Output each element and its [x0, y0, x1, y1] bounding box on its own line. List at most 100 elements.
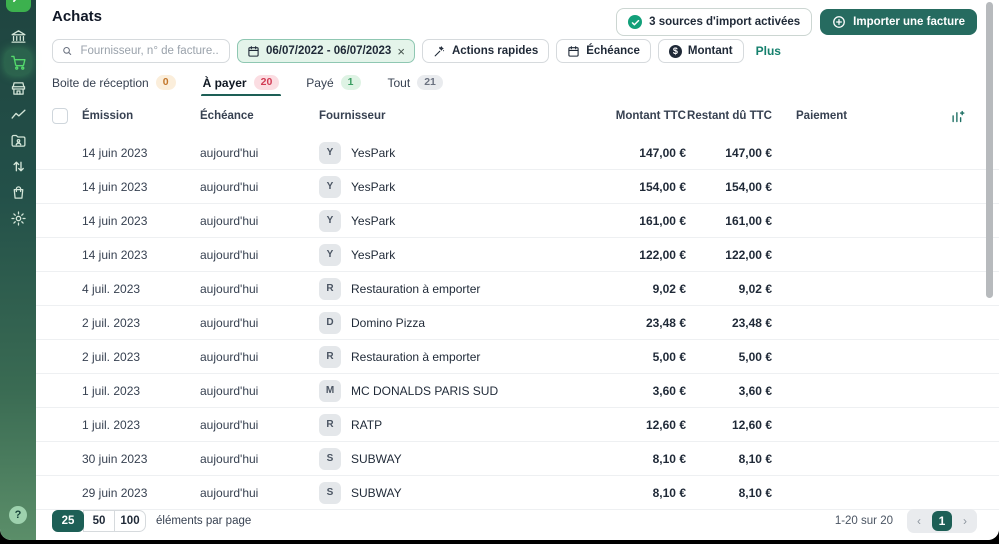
import-sources-button[interactable]: 3 sources d'import activées	[616, 8, 813, 36]
echeance-date: aujourd'hui	[200, 179, 259, 194]
supplier-cell: S SUBWAY	[319, 447, 599, 470]
vertical-scrollbar[interactable]	[986, 2, 993, 298]
import-invoice-label: Importer une facture	[853, 16, 965, 28]
help-button[interactable]: ?	[9, 506, 27, 524]
tab-tout-count: 21	[417, 74, 443, 91]
tab-tout[interactable]: Tout 21	[388, 69, 443, 96]
supplier-cell: R RATP	[319, 413, 599, 436]
remaining-due-ttc: 9,02 €	[738, 281, 772, 296]
supplier-avatar: D	[319, 311, 341, 334]
calendar-icon	[248, 45, 259, 57]
emission-date: 2 juil. 2023	[82, 349, 141, 364]
echeance-date: aujourd'hui	[200, 315, 259, 330]
date-range-label: 06/07/2022 - 06/07/2023	[266, 45, 392, 57]
echeance-date: aujourd'hui	[200, 349, 259, 364]
emission-date: 14 juin 2023	[82, 247, 148, 262]
invoice-row[interactable]: 2 juil. 2023 aujourd'hui D Domino Pizza …	[36, 306, 999, 340]
clear-date-icon[interactable]: ×	[397, 43, 405, 59]
amount-filter-button[interactable]: $ Montant	[657, 39, 744, 63]
sidebar-nav: ?	[0, 0, 36, 540]
tab-inbox[interactable]: Boite de réception 0	[52, 69, 176, 96]
due-date-filter-button[interactable]: Échéance	[556, 39, 651, 63]
page-size-25[interactable]: 25	[52, 510, 84, 532]
supplier-name: YesPark	[351, 179, 396, 194]
date-range-filter[interactable]: 06/07/2022 - 06/07/2023 ×	[237, 39, 415, 63]
amount-ttc: 154,00 €	[639, 179, 686, 194]
invoice-row[interactable]: 29 juin 2023 aujourd'hui S SUBWAY 8,10 €…	[36, 476, 999, 510]
echeance-date: aujourd'hui	[200, 213, 259, 228]
supplier-name: RATP	[351, 417, 383, 432]
supplier-cell: S SUBWAY	[319, 481, 599, 504]
echeance-date: aujourd'hui	[200, 417, 259, 432]
filter-bar: 06/07/2022 - 06/07/2023 × Actions rapide…	[52, 39, 781, 63]
import-invoice-button[interactable]: Importer une facture	[820, 9, 977, 35]
table-header: Émission Échéance Fournisseur Montant TT…	[36, 96, 999, 137]
invoice-row[interactable]: 1 juil. 2023 aujourd'hui M MC DONALDS PA…	[36, 374, 999, 408]
next-page-button[interactable]: ›	[963, 514, 967, 528]
emission-date: 30 juin 2023	[82, 451, 148, 466]
sidebar-item-bank[interactable]	[5, 23, 31, 49]
sidebar-item-ventes[interactable]	[5, 75, 31, 101]
invoice-row[interactable]: 14 juin 2023 aujourd'hui Y YesPark 147,0…	[36, 136, 999, 170]
tab-paye-label: Payé	[306, 75, 334, 90]
sidebar-item-produits[interactable]	[5, 179, 31, 205]
tab-a-payer[interactable]: À payer 20	[200, 69, 282, 97]
pagination-bar: 25 50 100 éléments par page 1-20 sur 20 …	[52, 509, 977, 533]
invoice-row[interactable]: 14 juin 2023 aujourd'hui Y YesPark 122,0…	[36, 238, 999, 272]
main-content: Achats 3 sources d'import activées Impor…	[36, 0, 999, 540]
more-filters-link[interactable]: Plus	[755, 44, 781, 58]
current-page-button[interactable]: 1	[932, 511, 952, 531]
sidebar-item-achats[interactable]	[5, 49, 31, 75]
col-paiement: Paiement	[796, 110, 848, 122]
app-logo[interactable]	[5, 0, 31, 12]
emission-date: 14 juin 2023	[82, 145, 148, 160]
transfer-arrows-icon	[12, 161, 24, 171]
invoice-row[interactable]: 1 juil. 2023 aujourd'hui R RATP 12,60 € …	[36, 408, 999, 442]
tab-paye[interactable]: Payé 1	[306, 69, 361, 96]
echeance-date: aujourd'hui	[200, 281, 259, 296]
invoice-row[interactable]: 14 juin 2023 aujourd'hui Y YesPark 154,0…	[36, 170, 999, 204]
invoice-row[interactable]: 4 juil. 2023 aujourd'hui R Restauration …	[36, 272, 999, 306]
shopping-bag-icon	[13, 185, 23, 199]
amount-ttc: 122,00 €	[639, 247, 686, 262]
invoice-row[interactable]: 2 juil. 2023 aujourd'hui R Restauration …	[36, 340, 999, 374]
amount-ttc: 12,60 €	[645, 417, 686, 432]
select-all-checkbox[interactable]	[52, 108, 68, 124]
supplier-avatar: Y	[319, 209, 341, 232]
sidebar-item-contacts[interactable]	[5, 127, 31, 153]
amount-filter-label: Montant	[687, 45, 733, 57]
amount-ttc: 3,60 €	[652, 383, 686, 398]
supplier-cell: M MC DONALDS PARIS SUD	[319, 379, 599, 402]
supplier-cell: R Restauration à emporter	[319, 345, 599, 368]
supplier-avatar: S	[319, 447, 341, 470]
sidebar-item-rapports[interactable]	[5, 101, 31, 127]
tab-inbox-label: Boite de réception	[52, 75, 149, 90]
tab-a-payer-count: 20	[253, 74, 280, 91]
invoice-row[interactable]: 30 juin 2023 aujourd'hui S SUBWAY 8,10 €…	[36, 442, 999, 476]
supplier-cell: D Domino Pizza	[319, 311, 599, 334]
invoice-row[interactable]: 14 juin 2023 aujourd'hui Y YesPark 161,0…	[36, 204, 999, 238]
search-field[interactable]	[52, 39, 230, 63]
per-page-label: éléments par page	[156, 515, 252, 527]
page-size-100[interactable]: 100	[114, 510, 146, 532]
amount-ttc: 8,10 €	[652, 451, 686, 466]
page-title: Achats	[52, 8, 103, 25]
echeance-date: aujourd'hui	[200, 485, 259, 500]
supplier-name: SUBWAY	[351, 451, 402, 466]
customize-columns-icon[interactable]	[950, 109, 965, 124]
echeance-date: aujourd'hui	[200, 145, 259, 160]
sidebar-item-transactions[interactable]	[5, 153, 31, 179]
check-badge-icon	[628, 15, 643, 29]
due-date-filter-label: Échéance	[586, 45, 640, 57]
emission-date: 1 juil. 2023	[82, 417, 141, 432]
prev-page-button[interactable]: ‹	[917, 514, 921, 528]
supplier-name: YesPark	[351, 145, 396, 160]
col-fournisseur: Fournisseur	[319, 110, 386, 122]
sidebar-item-settings[interactable]	[5, 205, 31, 231]
search-input[interactable]	[78, 44, 220, 58]
quick-actions-button[interactable]: Actions rapides	[421, 39, 550, 63]
page-size-50[interactable]: 50	[83, 510, 115, 532]
top-action-buttons: 3 sources d'import activées Importer une…	[616, 8, 977, 36]
tab-tout-label: Tout	[387, 75, 411, 90]
